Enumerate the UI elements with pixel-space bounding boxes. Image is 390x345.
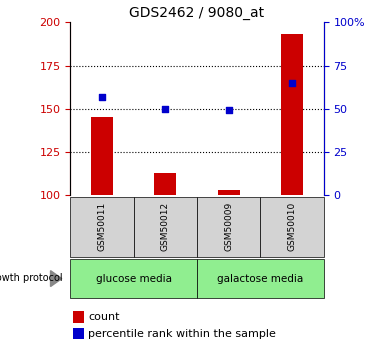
Text: GSM50009: GSM50009: [224, 202, 233, 252]
Bar: [133, 197, 197, 257]
Bar: [70, 197, 134, 257]
Text: count: count: [88, 312, 119, 322]
Text: GSM50010: GSM50010: [287, 202, 296, 252]
Bar: [218, 190, 240, 195]
Title: GDS2462 / 9080_at: GDS2462 / 9080_at: [129, 6, 264, 20]
Point: [225, 108, 232, 113]
Point: [289, 80, 295, 86]
Bar: [197, 197, 261, 257]
Text: GSM50012: GSM50012: [161, 202, 170, 252]
Bar: [154, 172, 176, 195]
Bar: [91, 117, 113, 195]
Text: growth protocol: growth protocol: [0, 273, 63, 283]
Point: [162, 106, 168, 111]
Text: glucose media: glucose media: [96, 274, 172, 284]
Text: galactose media: galactose media: [217, 274, 303, 284]
Text: GSM50011: GSM50011: [98, 202, 106, 252]
Point: [99, 94, 105, 99]
Text: percentile rank within the sample: percentile rank within the sample: [88, 329, 276, 339]
Bar: [73, 328, 84, 339]
Bar: [70, 259, 197, 298]
Bar: [281, 34, 303, 195]
Polygon shape: [51, 270, 62, 286]
Bar: [261, 197, 324, 257]
Bar: [197, 259, 324, 298]
Bar: [73, 310, 84, 323]
